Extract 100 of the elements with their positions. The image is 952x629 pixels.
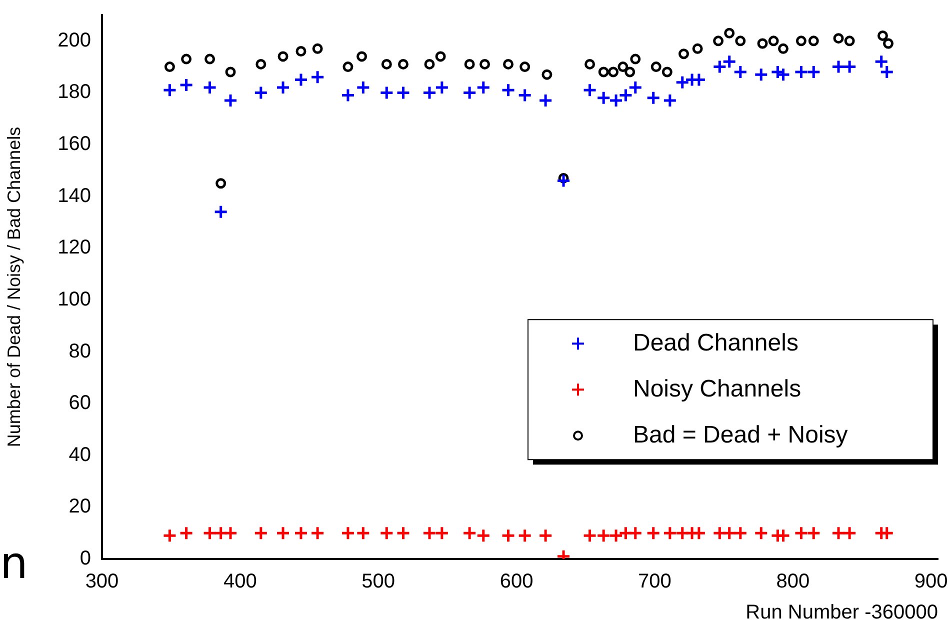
point (162, 528, 177, 543)
point (379, 85, 394, 100)
point (501, 528, 516, 543)
point (806, 526, 821, 540)
x-tick-label: 500 (362, 570, 396, 593)
point (624, 66, 636, 78)
point (223, 526, 238, 540)
point (831, 526, 846, 540)
point (608, 528, 624, 543)
point (480, 58, 490, 70)
point (712, 60, 727, 74)
point (276, 526, 290, 540)
point (181, 54, 192, 64)
point (646, 526, 661, 540)
point (584, 58, 596, 70)
point (164, 62, 175, 72)
legend-label: Noisy Channels (633, 375, 802, 402)
point (254, 85, 268, 100)
point (538, 93, 553, 108)
point (778, 43, 788, 54)
x-tick-label: 400 (223, 570, 257, 593)
point (379, 526, 394, 540)
point (678, 48, 689, 60)
point (294, 72, 308, 88)
point (179, 78, 194, 92)
point (356, 51, 368, 62)
point (518, 88, 532, 103)
point (503, 58, 514, 70)
x-tick-label: 300 (85, 570, 119, 593)
point (278, 51, 288, 62)
point (396, 85, 410, 100)
point (794, 64, 808, 80)
point (422, 85, 437, 100)
point (520, 62, 530, 72)
x-tick-label: 800 (776, 570, 810, 593)
point (476, 528, 491, 543)
point (844, 36, 855, 46)
point (216, 178, 226, 189)
point (735, 36, 746, 46)
point (476, 80, 491, 95)
y-tick-label: 180 (58, 81, 91, 104)
point (618, 62, 628, 72)
point (883, 38, 894, 49)
point (598, 66, 609, 78)
text: n (0, 538, 28, 589)
legend-label: Bad = Dead + Noisy (633, 421, 848, 448)
y-tick-label: 40 (68, 444, 91, 466)
point (202, 80, 218, 95)
legend-label: Dead Channels (633, 329, 798, 356)
point (501, 82, 516, 98)
point (542, 69, 552, 80)
point (675, 75, 690, 90)
point (223, 93, 238, 108)
y-tick-label: 0 (80, 548, 91, 570)
point (692, 526, 706, 540)
point (225, 66, 236, 78)
point (608, 66, 619, 78)
point (310, 70, 325, 84)
point (733, 64, 748, 80)
x-tick-label: 700 (638, 570, 672, 593)
y-tick-label: 100 (58, 288, 91, 310)
point (202, 526, 218, 540)
point (596, 528, 611, 543)
point (254, 526, 268, 540)
point (356, 80, 370, 95)
point (794, 526, 808, 540)
point (724, 28, 735, 38)
y-tick-label: 60 (68, 392, 91, 414)
point (582, 82, 598, 98)
x-axis-title: Run Number -360000 (746, 602, 938, 624)
point (692, 43, 703, 54)
point (462, 85, 477, 100)
x-tick-label: 900 (914, 570, 948, 593)
y-tick-label: 80 (68, 340, 91, 362)
point (342, 62, 354, 72)
point (808, 36, 819, 46)
y-axis-title: Number of Dead / Noisy / Bad Channels (4, 126, 24, 448)
point (754, 67, 768, 82)
y-tick-label: 20 (68, 496, 91, 518)
point (310, 526, 325, 540)
point (831, 60, 846, 74)
point (596, 90, 611, 106)
point (662, 526, 678, 540)
point (806, 64, 821, 80)
point (833, 33, 844, 44)
point (733, 526, 748, 540)
point (768, 36, 779, 46)
point (628, 526, 643, 540)
point (796, 36, 806, 46)
x-tick-label: 600 (500, 570, 534, 593)
point (398, 58, 408, 70)
point (396, 526, 410, 540)
point (422, 526, 437, 540)
point (608, 93, 624, 108)
y-tick-label: 160 (58, 133, 91, 156)
point (381, 58, 392, 70)
point (312, 43, 323, 54)
point (214, 204, 228, 220)
point (464, 58, 475, 70)
point (722, 54, 737, 69)
